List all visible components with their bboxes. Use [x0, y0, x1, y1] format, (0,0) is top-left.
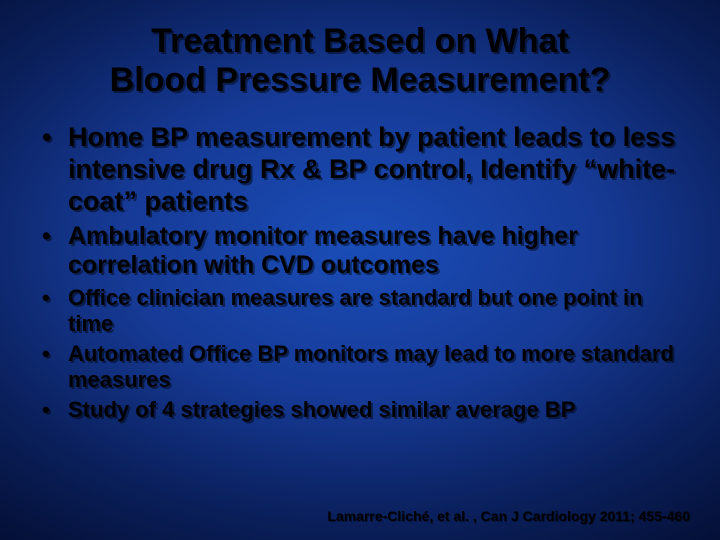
bullet-list-level1: Home BP measurement by patient leads to …: [30, 122, 690, 218]
slide: Treatment Based on What Blood Pressure M…: [0, 0, 720, 540]
list-item: Ambulatory monitor measures have higher …: [30, 222, 690, 281]
bullet-list-level3: Office clinician measures are standard b…: [30, 285, 690, 423]
list-item: Automated Office BP monitors may lead to…: [30, 341, 690, 393]
slide-title: Treatment Based on What Blood Pressure M…: [30, 22, 690, 100]
bullet-list-level2: Ambulatory monitor measures have higher …: [30, 222, 690, 281]
list-item: Study of 4 strategies showed similar ave…: [30, 397, 690, 423]
title-line-2: Blood Pressure Measurement?: [30, 61, 690, 100]
list-item: Office clinician measures are standard b…: [30, 285, 690, 337]
list-item: Home BP measurement by patient leads to …: [30, 122, 690, 218]
title-line-1: Treatment Based on What: [30, 22, 690, 61]
citation: Lamarre-Cliché, et al. , Can J Cardiolog…: [327, 508, 690, 524]
